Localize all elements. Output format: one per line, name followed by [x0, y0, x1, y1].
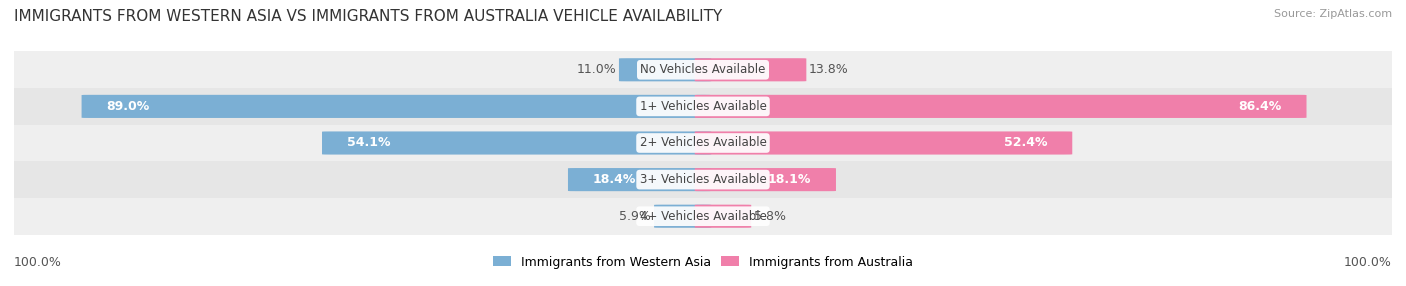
FancyBboxPatch shape [695, 58, 806, 81]
FancyBboxPatch shape [14, 51, 1392, 88]
FancyBboxPatch shape [654, 205, 711, 228]
Text: 5.9%: 5.9% [620, 210, 651, 223]
Text: 100.0%: 100.0% [1344, 256, 1392, 269]
FancyBboxPatch shape [568, 168, 711, 191]
FancyBboxPatch shape [695, 168, 837, 191]
Text: 89.0%: 89.0% [107, 100, 149, 113]
Text: 2+ Vehicles Available: 2+ Vehicles Available [640, 136, 766, 150]
FancyBboxPatch shape [695, 132, 1073, 154]
Text: 13.8%: 13.8% [808, 63, 849, 76]
FancyBboxPatch shape [14, 161, 1392, 198]
Text: 18.4%: 18.4% [593, 173, 636, 186]
FancyBboxPatch shape [82, 95, 711, 118]
Text: 54.1%: 54.1% [347, 136, 391, 150]
FancyBboxPatch shape [695, 95, 1306, 118]
Text: 5.8%: 5.8% [754, 210, 786, 223]
Text: 100.0%: 100.0% [14, 256, 62, 269]
FancyBboxPatch shape [322, 132, 711, 154]
Text: IMMIGRANTS FROM WESTERN ASIA VS IMMIGRANTS FROM AUSTRALIA VEHICLE AVAILABILITY: IMMIGRANTS FROM WESTERN ASIA VS IMMIGRAN… [14, 9, 723, 23]
Text: 1+ Vehicles Available: 1+ Vehicles Available [640, 100, 766, 113]
FancyBboxPatch shape [14, 88, 1392, 125]
Legend: Immigrants from Western Asia, Immigrants from Australia: Immigrants from Western Asia, Immigrants… [494, 255, 912, 269]
Text: 3+ Vehicles Available: 3+ Vehicles Available [640, 173, 766, 186]
FancyBboxPatch shape [619, 58, 711, 81]
Text: Source: ZipAtlas.com: Source: ZipAtlas.com [1274, 9, 1392, 19]
FancyBboxPatch shape [14, 198, 1392, 235]
FancyBboxPatch shape [14, 125, 1392, 161]
Text: 86.4%: 86.4% [1239, 100, 1282, 113]
Text: 18.1%: 18.1% [768, 173, 811, 186]
Text: No Vehicles Available: No Vehicles Available [640, 63, 766, 76]
Text: 11.0%: 11.0% [576, 63, 616, 76]
Text: 52.4%: 52.4% [1004, 136, 1047, 150]
Text: 4+ Vehicles Available: 4+ Vehicles Available [640, 210, 766, 223]
FancyBboxPatch shape [695, 205, 751, 228]
